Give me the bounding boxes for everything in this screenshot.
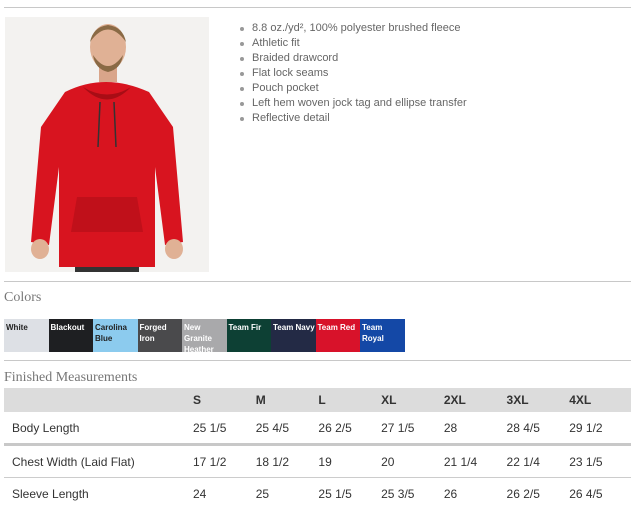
swatch-new-granite-heather[interactable]: New Granite Heather: [182, 319, 227, 352]
size-header: 3XL: [506, 388, 569, 412]
row-label: Body Length: [4, 412, 192, 445]
swatch-blackout[interactable]: Blackout: [49, 319, 94, 352]
measurement-cell: 26 2/5: [506, 478, 569, 509]
feature-item: Athletic fit: [252, 36, 467, 51]
header-blank: [4, 388, 192, 412]
measurement-cell: 23 1/5: [568, 445, 631, 478]
size-header: L: [317, 388, 380, 412]
measurement-cell: 25 4/5: [255, 412, 318, 445]
feature-item: Braided drawcord: [252, 51, 467, 66]
feature-item: Reflective detail: [252, 111, 467, 126]
measurement-cell: 19: [317, 445, 380, 478]
swatch-forged-iron[interactable]: Forged Iron: [138, 319, 183, 352]
size-header: S: [192, 388, 255, 412]
measurement-cell: 17 1/2: [192, 445, 255, 478]
measurement-cell: 18 1/2: [255, 445, 318, 478]
measurement-cell: 25 1/5: [192, 412, 255, 445]
size-header-row: S M L XL 2XL 3XL 4XL: [4, 388, 631, 412]
row-label: Chest Width (Laid Flat): [4, 445, 192, 478]
color-swatches: White Blackout Carolina Blue Forged Iron…: [4, 319, 405, 352]
measurement-cell: 20: [380, 445, 443, 478]
measurement-cell: 29 1/2: [568, 412, 631, 445]
size-header: M: [255, 388, 318, 412]
measurement-cell: 21 1/4: [443, 445, 506, 478]
swatch-team-navy[interactable]: Team Navy: [271, 319, 316, 352]
feature-item: Left hem woven jock tag and ellipse tran…: [252, 96, 467, 111]
measurement-cell: 28: [443, 412, 506, 445]
feature-item: Flat lock seams: [252, 66, 467, 81]
measurement-cell: 22 1/4: [506, 445, 569, 478]
swatch-team-royal[interactable]: Team Royal: [360, 319, 405, 352]
size-header: 2XL: [443, 388, 506, 412]
measurement-cell: 28 4/5: [506, 412, 569, 445]
feature-item: Pouch pocket: [252, 81, 467, 96]
row-label: Sleeve Length: [4, 478, 192, 509]
product-photo: [5, 17, 209, 272]
size-header: 4XL: [568, 388, 631, 412]
measurement-cell: 26: [443, 478, 506, 509]
measurement-cell: 25 3/5: [380, 478, 443, 509]
divider: [4, 360, 631, 361]
feature-item: 8.8 oz./yd², 100% polyester brushed flee…: [252, 21, 467, 36]
measurement-cell: 25: [255, 478, 318, 509]
measurement-cell: 26 4/5: [568, 478, 631, 509]
measurement-cell: 26 2/5: [317, 412, 380, 445]
divider: [4, 281, 631, 282]
colors-heading: Colors: [4, 290, 41, 306]
feature-list: 8.8 oz./yd², 100% polyester brushed flee…: [238, 21, 467, 126]
measurement-cell: 25 1/5: [317, 478, 380, 509]
measurements-heading: Finished Measurements: [4, 370, 137, 386]
divider: [4, 7, 631, 8]
swatch-team-red[interactable]: Team Red: [316, 319, 361, 352]
swatch-white[interactable]: White: [4, 319, 49, 352]
swatch-carolina-blue[interactable]: Carolina Blue: [93, 319, 138, 352]
hoodie-model-image: [5, 17, 209, 272]
measurement-cell: 27 1/5: [380, 412, 443, 445]
size-header: XL: [380, 388, 443, 412]
measurement-cell: 24: [192, 478, 255, 509]
swatch-team-fir[interactable]: Team Fir: [227, 319, 272, 352]
